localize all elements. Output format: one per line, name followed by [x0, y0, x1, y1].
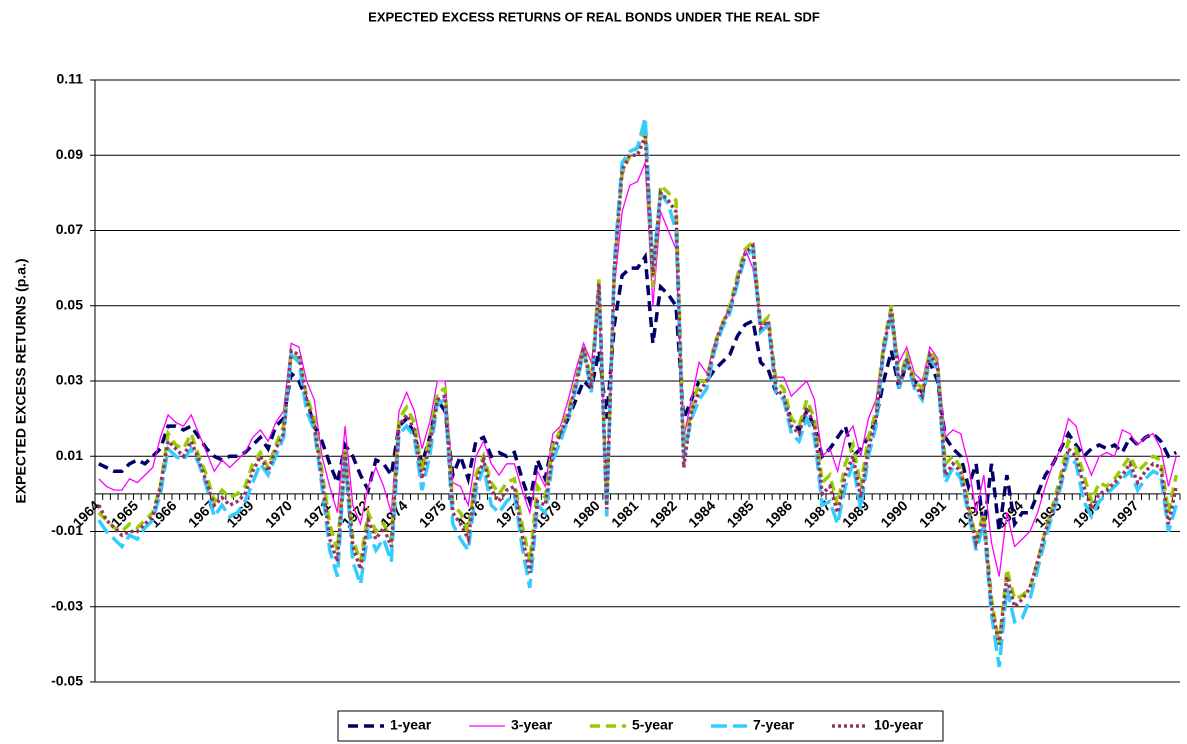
legend-label: 1-year	[390, 717, 432, 733]
x-tick-label: 1991	[916, 497, 949, 530]
series-line	[98, 251, 1177, 532]
x-tick-label: 1970	[262, 497, 295, 530]
x-tick-label: 1981	[608, 497, 641, 530]
legend-label: 3-year	[511, 717, 553, 733]
series-line	[97, 135, 1178, 645]
chart-title: EXPECTED EXCESS RETURNS OF REAL BONDS UN…	[368, 9, 820, 24]
x-tick-label: 1985	[723, 497, 756, 530]
x-tick-label: 1975	[416, 497, 449, 530]
series-line	[97, 117, 1178, 668]
legend-label: 10-year	[874, 717, 924, 733]
x-tick-label: 1986	[762, 497, 795, 530]
x-tick-label: 1984	[685, 497, 718, 530]
y-tick-label: -0.01	[51, 522, 83, 538]
y-tick-label: 0.01	[56, 447, 83, 463]
y-tick-label: 0.07	[56, 221, 83, 237]
x-tick-label: 1982	[647, 497, 680, 530]
y-tick-label: 0.05	[56, 296, 83, 312]
y-tick-label: 0.09	[56, 146, 83, 162]
series-line	[97, 128, 1178, 645]
y-tick-label: 0.03	[56, 372, 83, 388]
y-tick-label: 0.11	[57, 71, 84, 87]
x-tick-label: 1989	[839, 497, 872, 530]
legend-box	[337, 710, 944, 742]
legend-label: 7-year	[753, 717, 795, 733]
x-tick-label: 1997	[1108, 497, 1141, 530]
legend-label: 5-year	[632, 717, 674, 733]
series-line	[98, 162, 1177, 577]
x-tick-label: 1990	[877, 497, 910, 530]
y-axis-label: EXPECTED EXCESS RETURNS (p.a.)	[13, 258, 29, 503]
x-tick-label: 1980	[570, 497, 603, 530]
y-tick-label: -0.05	[51, 673, 83, 689]
y-tick-label: -0.03	[51, 597, 83, 613]
